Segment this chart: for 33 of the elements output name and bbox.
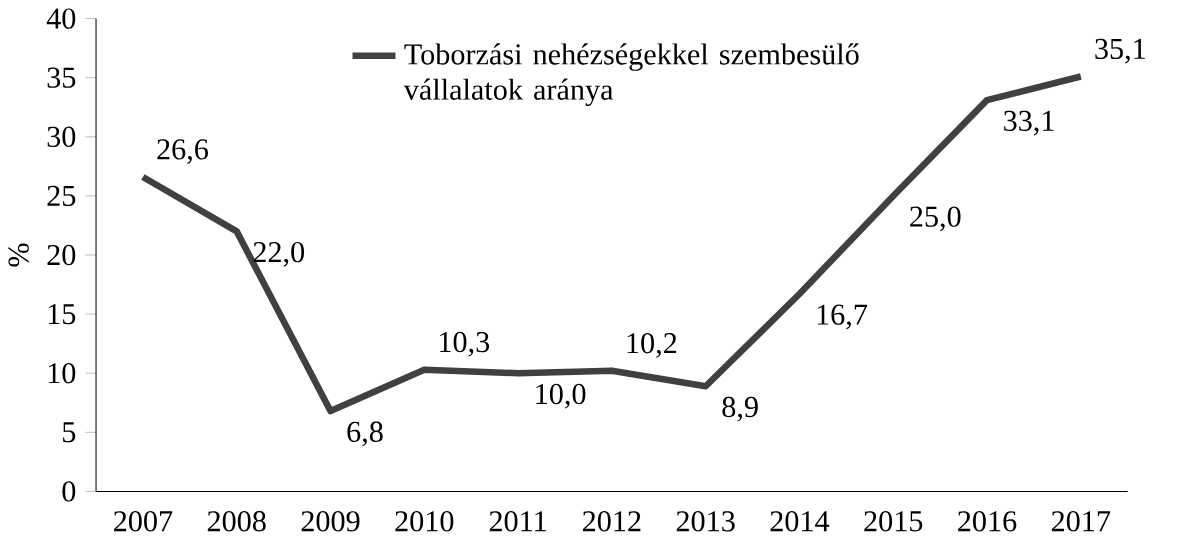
legend-label: Toborzási nehézségekkel szembesülő vállalatok aránya bbox=[403, 43, 859, 107]
x-tick-label: 2016 bbox=[958, 511, 1017, 532]
y-tick-label: 30 bbox=[47, 126, 76, 148]
data-label: 8,9 bbox=[722, 396, 758, 422]
data-label: 35,1 bbox=[1095, 38, 1145, 64]
x-tick-label: 2010 bbox=[395, 511, 454, 532]
x-tick-label: 2009 bbox=[301, 511, 360, 532]
y-tick-label: 20 bbox=[47, 244, 76, 266]
x-tick-label: 2008 bbox=[207, 511, 266, 532]
y-tick-label: 25 bbox=[47, 185, 76, 207]
data-label: 10,0 bbox=[536, 383, 586, 409]
y-tick-label: 40 bbox=[46, 8, 76, 29]
data-label: 26,6 bbox=[157, 139, 208, 164]
x-tick-label: 2011 bbox=[489, 511, 546, 532]
y-tick-label: 35 bbox=[47, 67, 76, 88]
x-tick-label: 2015 bbox=[864, 511, 923, 532]
y-tick-label: 10 bbox=[48, 363, 76, 384]
y-tick-label: 15 bbox=[48, 304, 76, 325]
x-tick-label: 2013 bbox=[676, 511, 735, 532]
data-label: 33,1 bbox=[1004, 110, 1054, 136]
x-tick-label: 2014 bbox=[770, 511, 830, 532]
data-label: 22,0 bbox=[253, 242, 305, 267]
x-tick-label: 2017 bbox=[1051, 511, 1111, 532]
x-tick-label: 2007 bbox=[114, 511, 173, 532]
data-label: 16,7 bbox=[817, 304, 868, 330]
y-axis-title: % bbox=[8, 243, 29, 267]
data-label: 6,8 bbox=[347, 421, 383, 447]
data-label: 10,2 bbox=[627, 333, 677, 358]
data-label: 10,3 bbox=[440, 331, 490, 357]
y-tick-label: 5 bbox=[63, 422, 76, 443]
x-tick-label: 2012 bbox=[582, 511, 641, 532]
y-tick-label: 0 bbox=[62, 481, 76, 502]
data-label: 25,0 bbox=[910, 206, 961, 232]
